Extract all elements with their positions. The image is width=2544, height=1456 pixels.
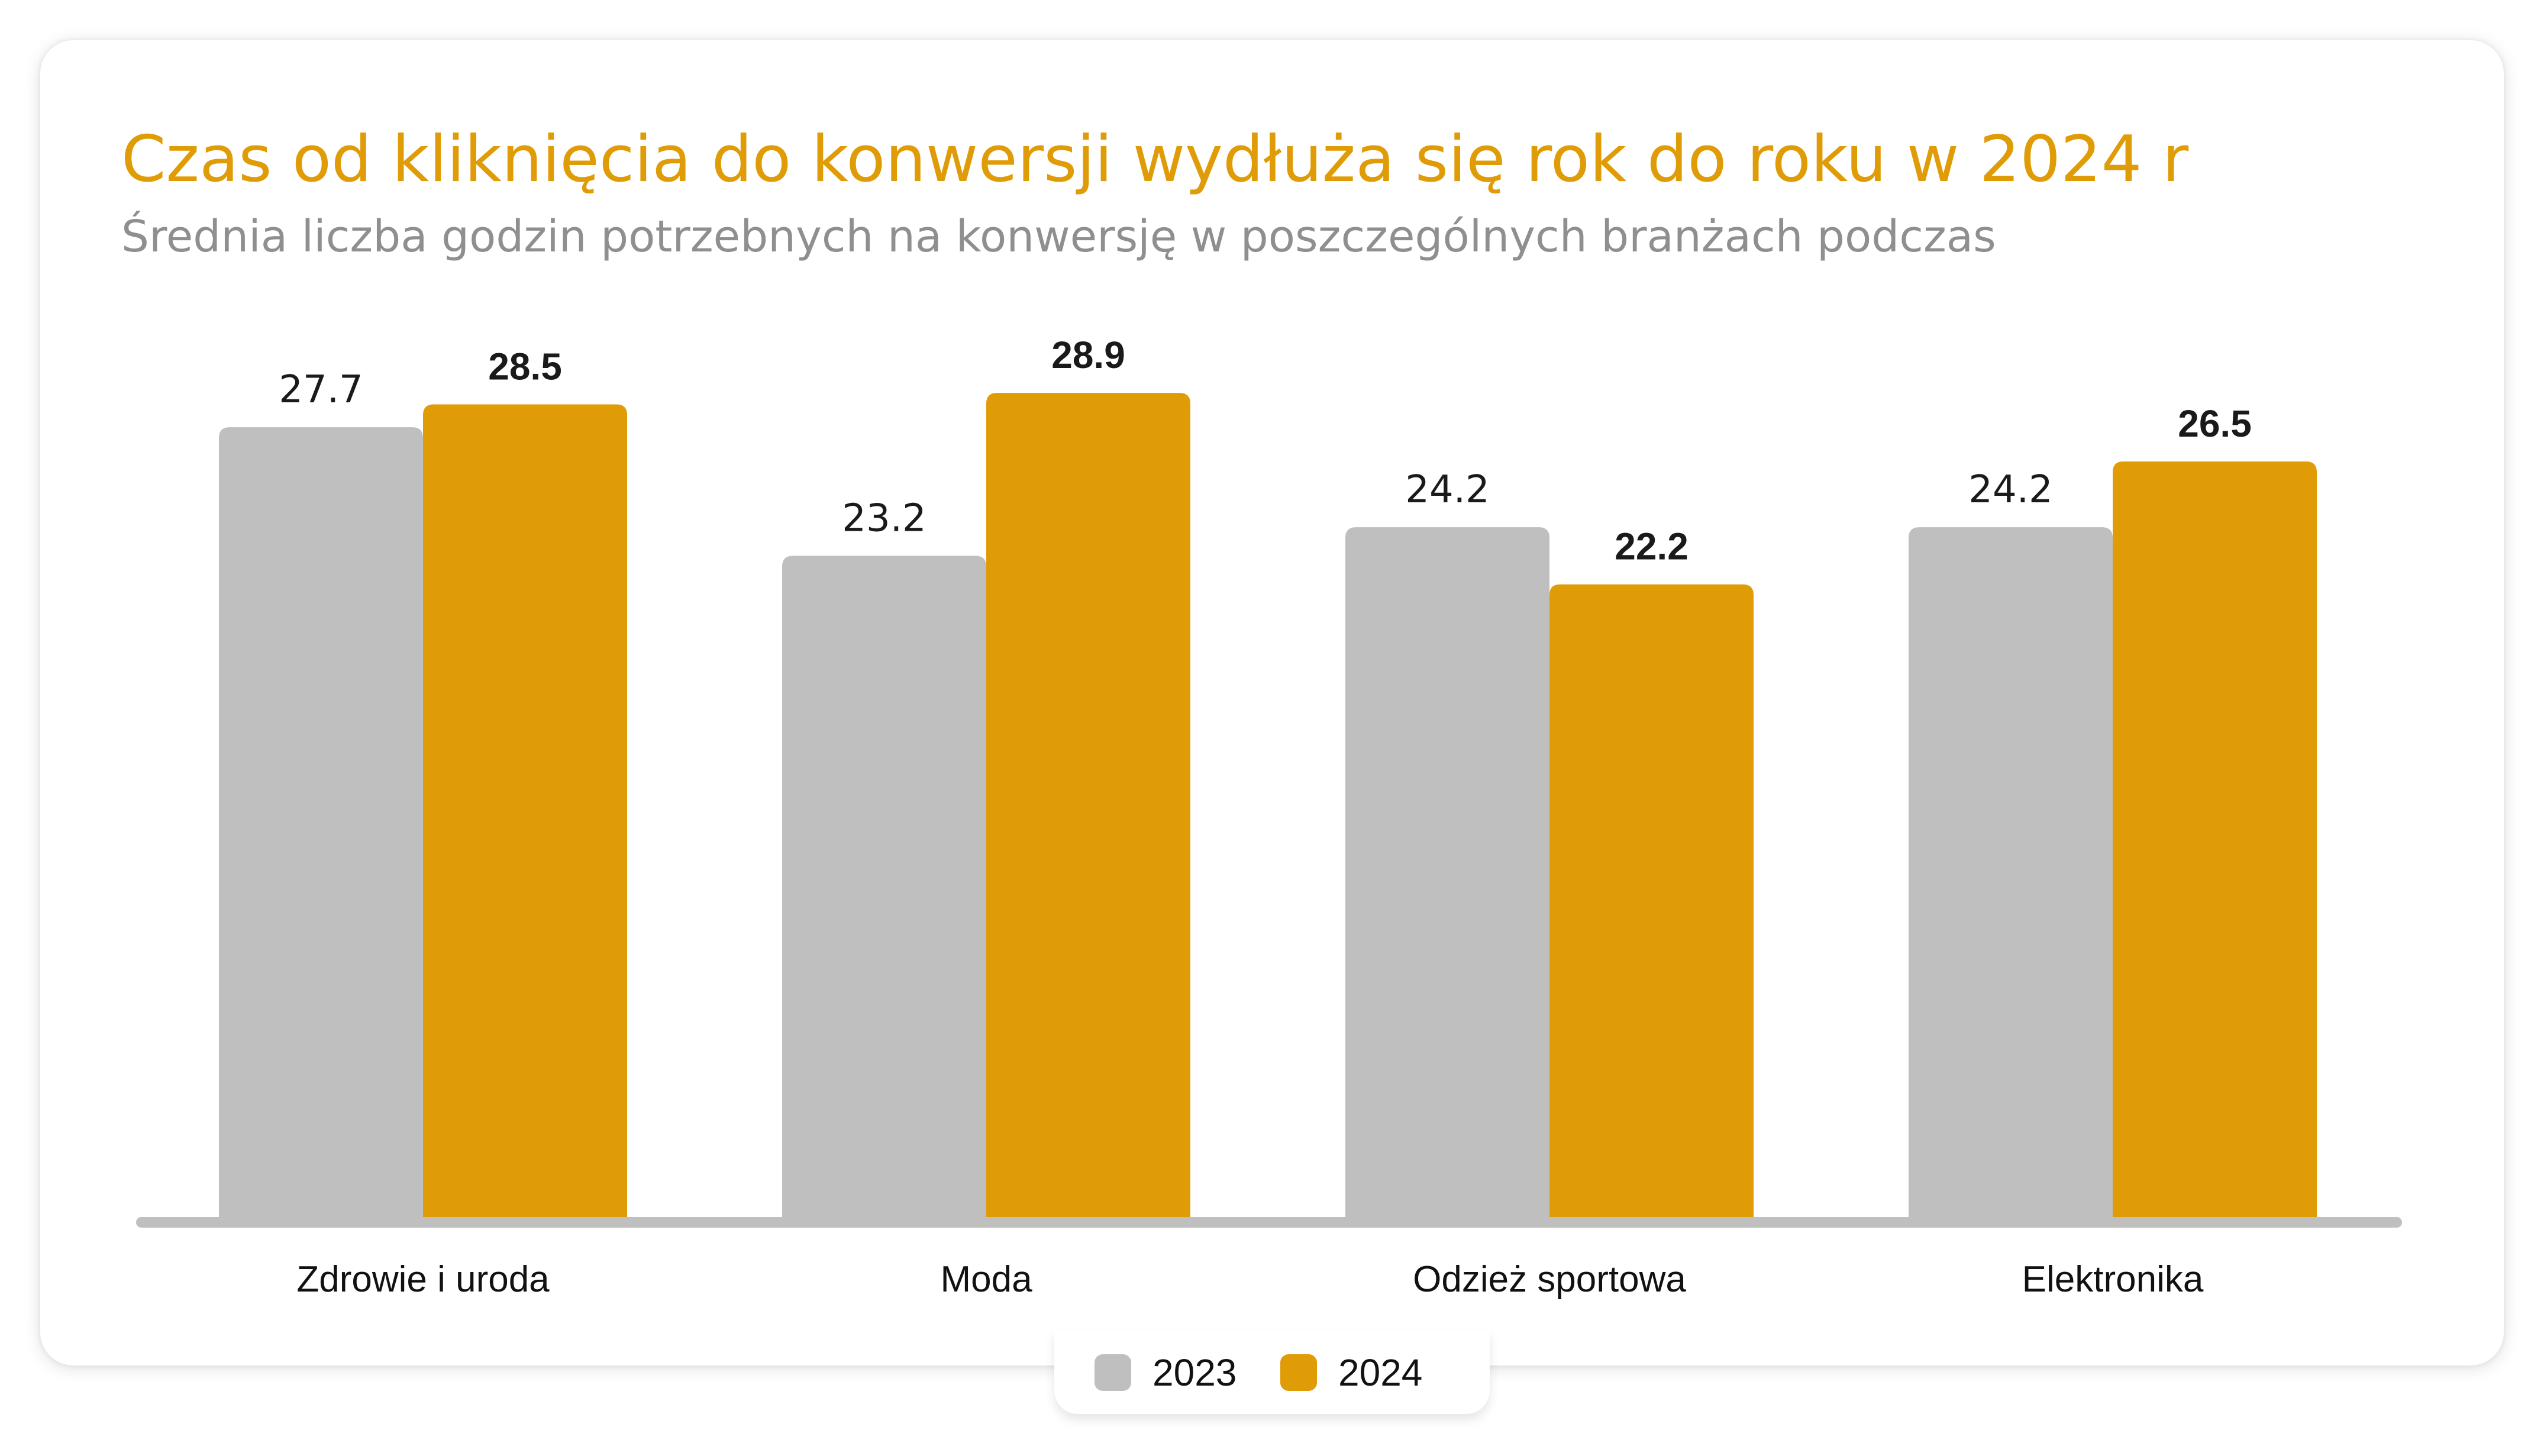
bar-2023-3 [1909, 527, 2113, 1219]
category-label-1: Moda [940, 1259, 1032, 1300]
data-label-2024-0: 28.5 [488, 345, 562, 388]
data-label-2023-2: 24.2 [1405, 468, 1490, 512]
chart-subtitle: Średnia liczba godzin potrzebnych na kon… [121, 211, 1996, 262]
legend-swatch-2023 [1095, 1354, 1131, 1391]
data-label-2023-1: 23.2 [842, 496, 926, 540]
data-label-2024-3: 26.5 [2178, 402, 2252, 445]
bar-2024-1 [986, 393, 1190, 1219]
bar-2024-3 [2113, 461, 2317, 1219]
data-label-2024-1: 28.9 [1051, 334, 1125, 376]
legend-label-2024: 2024 [1338, 1351, 1423, 1394]
x-axis-line [136, 1217, 2402, 1228]
legend-swatch-2024 [1280, 1354, 1317, 1391]
data-label-2023-3: 24.2 [1968, 468, 2053, 512]
category-label-3: Elektronika [2022, 1259, 2204, 1300]
chart-title: Czas od kliknięcia do konwersji wydłuża … [121, 122, 2189, 196]
legend: 2023 2024 [1054, 1330, 1490, 1414]
legend-item-2024[interactable]: 2024 [1280, 1354, 1422, 1392]
bar-2023-2 [1345, 527, 1549, 1219]
legend-label-2023: 2023 [1152, 1351, 1237, 1394]
category-label-2: Odzież sportowa [1413, 1259, 1686, 1300]
bar-2024-2 [1549, 584, 1754, 1219]
category-label-0: Zdrowie i uroda [296, 1259, 550, 1300]
data-label-2024-2: 22.2 [1615, 525, 1689, 568]
bar-2023-0 [219, 427, 423, 1219]
bar-2023-1 [782, 556, 986, 1219]
bar-2024-0 [423, 404, 627, 1219]
legend-item-2023[interactable]: 2023 [1095, 1354, 1237, 1392]
data-label-2023-0: 27.7 [279, 368, 363, 412]
